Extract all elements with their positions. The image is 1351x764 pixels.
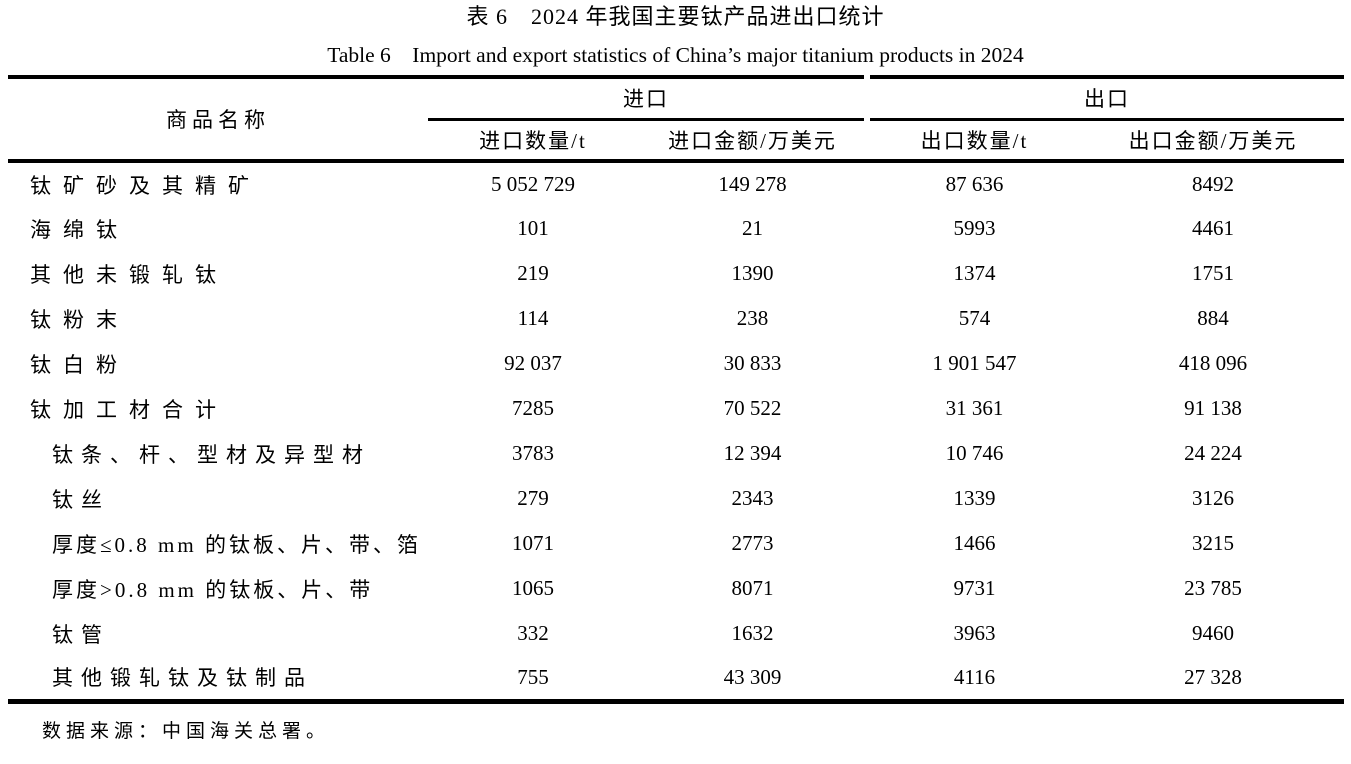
export-amount-value: 27 328: [1184, 664, 1242, 689]
import-amount-value: 70 522: [723, 396, 782, 420]
export-qty-value: 1374: [953, 261, 996, 285]
import-qty-value: 3783: [512, 441, 554, 465]
import-qty-value: 219: [517, 261, 549, 285]
table-row: 钛粉末 114 238 574 884: [8, 296, 1344, 341]
col-group-export: 出口: [867, 77, 1344, 121]
export-qty-value: 1339: [953, 486, 996, 510]
product-name: 海绵钛: [30, 217, 129, 242]
product-name: 钛矿砂及其精矿: [30, 173, 261, 198]
titanium-import-export-table: 商品名称 进口 出口 进口数量/t 进口金额/万美元 出口数量/t 出口金额/万…: [8, 75, 1344, 704]
table-row: 其他未锻轧钛 219 1390 1374 1751: [8, 251, 1344, 296]
product-name: 钛加工材合计: [30, 397, 228, 422]
col-header-import-qty: 进口数量/t: [428, 119, 638, 163]
import-amount-value: 1632: [731, 621, 774, 645]
table-caption-en: Table 6 Import and export statistics of …: [327, 43, 1024, 67]
import-amount-value: 2773: [731, 531, 774, 555]
export-amount-value: 3126: [1192, 486, 1234, 510]
product-name: 厚度>0.8 mm 的钛板、片、带: [52, 577, 374, 602]
import-amount-value: 12 394: [723, 441, 782, 465]
table-row: 钛矿砂及其精矿 5 052 729 149 278 87 636 8492: [8, 161, 1344, 206]
import-amount-value: 1390: [731, 261, 774, 285]
col-header-export-value: 出口金额/万美元: [1082, 119, 1344, 163]
import-qty-value: 7285: [512, 396, 554, 420]
export-qty-value: 1466: [953, 531, 996, 555]
import-amount-value: 8071: [731, 576, 774, 600]
import-amount-value: 2343: [731, 486, 774, 510]
product-name: 钛粉末: [30, 307, 129, 332]
product-name: 钛丝: [52, 487, 110, 512]
export-amount-value: 23 785: [1184, 576, 1242, 600]
export-qty-value: 5993: [953, 216, 996, 240]
export-qty-value: 1 901 547: [932, 351, 1017, 375]
product-name: 其他未锻轧钛: [30, 262, 228, 287]
export-amount-value: 8492: [1192, 172, 1234, 196]
export-qty-value: 31 361: [945, 396, 1004, 420]
export-amount-value: 3215: [1192, 531, 1234, 555]
table-row: 厚度≤0.8 mm 的钛板、片、带、箔 1071 2773 1466 3215: [8, 521, 1344, 566]
export-amount-value: 24 224: [1184, 441, 1242, 465]
import-amount-value: 149 278: [718, 172, 787, 196]
table-header: 商品名称 进口 出口 进口数量/t 进口金额/万美元 出口数量/t 出口金额/万…: [8, 77, 1344, 163]
table-caption-zh: 表 6 2024 年我国主要钛产品进出口统计: [466, 4, 885, 29]
table-row: 海绵钛 101 21 5993 4461: [8, 206, 1344, 251]
export-amount-value: 884: [1197, 306, 1229, 330]
import-qty-value: 755: [517, 664, 549, 689]
export-qty-value: 574: [958, 306, 991, 330]
export-amount-value: 9460: [1192, 621, 1234, 645]
table-row: 钛白粉 92 037 30 833 1 901 547 418 096: [8, 341, 1344, 386]
import-qty-value: 5 052 729: [491, 172, 575, 196]
data-source-note: 数据来源：中国海关总署。: [42, 720, 331, 742]
export-qty-value: 9731: [953, 576, 996, 600]
import-qty-value: 1071: [512, 531, 554, 555]
export-qty-value: 87 636: [945, 172, 1004, 196]
product-name: 钛白粉: [30, 352, 129, 377]
import-qty-value: 101: [517, 216, 549, 240]
product-name: 厚度≤0.8 mm 的钛板、片、带、箔: [52, 532, 421, 557]
export-qty-value: 10 746: [945, 441, 1004, 465]
import-qty-value: 332: [517, 621, 549, 645]
import-qty-value: 92 037: [504, 351, 562, 375]
table-row: 厚度>0.8 mm 的钛板、片、带 1065 8071 9731 23 785: [8, 566, 1344, 611]
col-header-export-qty: 出口数量/t: [867, 119, 1082, 163]
import-qty-value: 114: [517, 306, 549, 330]
table-row: 其他锻轧钛及钛制品 755 43 309 4116 27 328: [8, 656, 1344, 701]
import-amount-value: 43 309: [723, 664, 782, 689]
table-row: 钛丝 279 2343 1339 3126: [8, 476, 1344, 521]
import-qty-value: 1065: [512, 576, 554, 600]
product-name: 钛条、杆、型材及异型材: [52, 442, 371, 467]
product-name: 其他锻轧钛及钛制品: [52, 666, 313, 691]
col-group-import: 进口: [428, 77, 870, 121]
import-amount-value: 21: [742, 216, 763, 240]
export-amount-value: 4461: [1192, 216, 1234, 240]
table-row: 钛管 332 1632 3963 9460: [8, 611, 1344, 656]
import-amount-value: 30 833: [723, 351, 782, 375]
import-amount-value: 238: [736, 306, 769, 330]
import-qty-value: 279: [517, 486, 549, 510]
export-qty-value: 4116: [953, 664, 996, 689]
table-row: 钛加工材合计 7285 70 522 31 361 91 138: [8, 386, 1344, 431]
table-body: 钛矿砂及其精矿 5 052 729 149 278 87 636 8492 海绵…: [8, 161, 1344, 701]
export-amount-value: 418 096: [1178, 351, 1248, 375]
col-header-product: 商品名称: [8, 77, 428, 163]
export-amount-value: 91 138: [1184, 396, 1242, 420]
product-name: 钛管: [52, 622, 110, 647]
export-amount-value: 1751: [1192, 261, 1234, 285]
table-row: 钛条、杆、型材及异型材 3783 12 394 10 746 24 224: [8, 431, 1344, 476]
col-header-import-value: 进口金额/万美元: [638, 119, 867, 163]
export-qty-value: 3963: [953, 621, 996, 645]
